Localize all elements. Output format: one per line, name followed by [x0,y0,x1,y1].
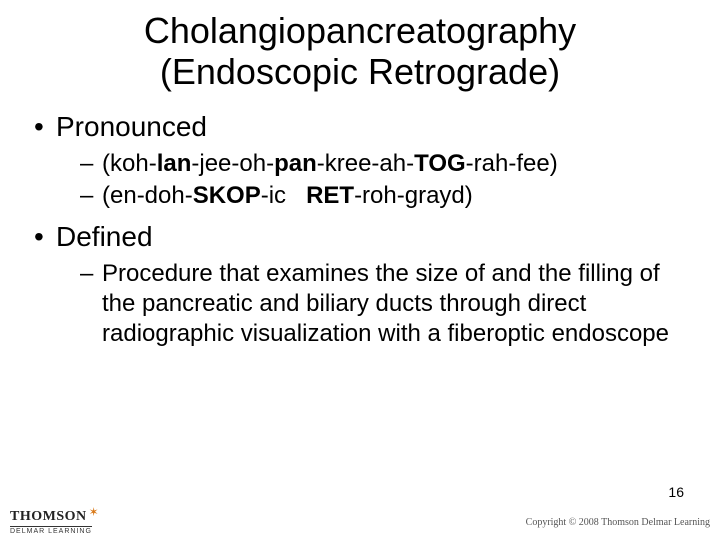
definition-text: Procedure that examines the size of and … [30,259,690,349]
brand-name: THOMSON [10,509,87,525]
pronunciation-line-2: (en-doh-SKOP-ic RET-roh-grayd) [30,181,690,211]
brand-block: THOMSON ✶ DELMAR LEARNING [10,509,99,535]
title-line-1: Cholangiopancreatography [144,10,576,51]
brand-main-row: THOMSON ✶ [10,509,99,525]
section-defined-heading: Defined [30,221,690,253]
slide-title: Cholangiopancreatography (Endoscopic Ret… [0,0,720,93]
stress: TOG [414,150,466,177]
text: -jee-oh- [191,150,274,177]
stress: RET [306,182,354,209]
slide-body: Pronounced (koh-lan-jee-oh-pan-kree-ah-T… [0,93,720,349]
text: -rah-fee) [466,150,558,177]
slide: Cholangiopancreatography (Endoscopic Ret… [0,0,720,540]
text: -ic [261,182,306,209]
text: -roh-grayd) [354,182,473,209]
section-pronounced-heading: Pronounced [30,111,690,143]
copyright-text: Copyright © 2008 Thomson Delmar Learning [526,517,710,528]
stress: SKOP [193,182,261,209]
text: (koh- [102,150,157,177]
title-line-2: (Endoscopic Retrograde) [160,51,560,92]
brand-star-icon: ✶ [89,505,99,519]
pronunciation-line-1: (koh-lan-jee-oh-pan-kree-ah-TOG-rah-fee) [30,149,690,179]
text: -kree-ah- [317,150,414,177]
text: (en-doh- [102,182,193,209]
page-number: 16 [668,484,684,500]
footer: THOMSON ✶ DELMAR LEARNING Copyright © 20… [0,508,720,540]
brand-subtitle: DELMAR LEARNING [10,526,92,535]
stress: pan [274,150,317,177]
stress: lan [157,150,192,177]
